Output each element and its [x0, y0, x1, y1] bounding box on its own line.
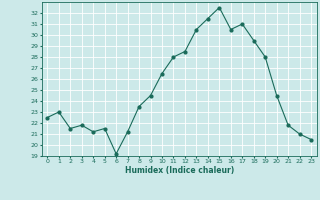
X-axis label: Humidex (Indice chaleur): Humidex (Indice chaleur) [124, 166, 234, 175]
